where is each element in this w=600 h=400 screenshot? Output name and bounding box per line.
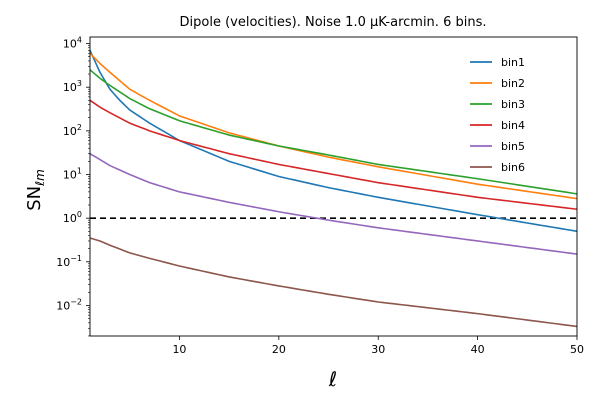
y-tick-label: 104	[63, 36, 82, 51]
legend: bin1 bin2 bin3 bin4 bin5 bin6	[470, 56, 525, 174]
legend-label-bin2: bin2	[501, 77, 525, 90]
y-axis-label-sub: ℓm	[33, 169, 47, 187]
y-axis-label: SNℓm	[24, 169, 47, 211]
legend-label-bin4: bin4	[501, 119, 525, 132]
y-tick-label: 102	[63, 123, 82, 138]
y-tick-label: 100	[63, 210, 82, 225]
series-line-bin6	[89, 237, 578, 328]
x-tick-label: 50	[570, 343, 584, 356]
x-tick-label: 20	[272, 343, 286, 356]
chart-title: Dipole (velocities). Noise 1.0 μK-arcmin…	[180, 15, 487, 30]
series-line-bin3	[89, 69, 578, 195]
y-tick-label: 101	[63, 166, 82, 181]
series-line-bin1	[89, 49, 578, 233]
y-axis-label-main: SN	[24, 186, 45, 211]
series-line-bin5	[89, 152, 578, 255]
y-tick-label: 10−2	[56, 297, 82, 312]
x-tick-label: 40	[471, 343, 485, 356]
legend-label-bin6: bin6	[501, 161, 525, 174]
x-tick-label: 30	[371, 343, 385, 356]
x-axis-label: ℓ	[328, 367, 337, 391]
legend-label-bin1: bin1	[501, 56, 525, 69]
series-line-bin2	[89, 52, 578, 200]
series-line-bin4	[89, 99, 578, 211]
y-tick-label: 10−1	[56, 254, 82, 269]
y-tick-label: 103	[63, 79, 82, 94]
legend-label-bin5: bin5	[501, 140, 525, 153]
plot-area: 10−2 10−1 100 101 102 103 104 10 20 30 40 50	[56, 36, 584, 356]
x-tick-label: 10	[172, 343, 186, 356]
axes-frame	[89, 36, 578, 337]
legend-label-bin3: bin3	[501, 98, 525, 111]
